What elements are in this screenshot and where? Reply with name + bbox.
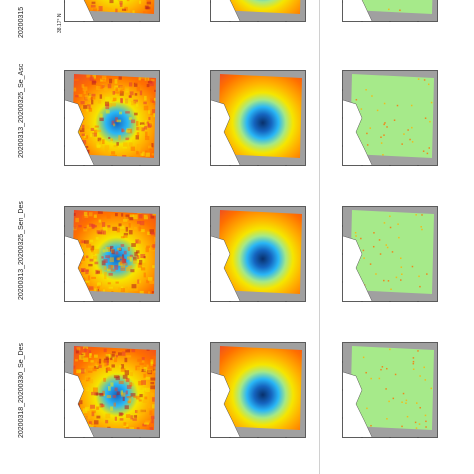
column-divider bbox=[319, 0, 320, 474]
noisy-map-panel bbox=[64, 0, 160, 22]
smooth-map-panel bbox=[210, 70, 306, 166]
residual-map-panel bbox=[342, 0, 438, 22]
row-label-2: 20200313_20200325_Se_Asc bbox=[18, 63, 25, 158]
row-label-3: 20200313_20200325_Sen_Des bbox=[18, 201, 25, 300]
row-label-4: 20200318_20200330_Se_Des bbox=[18, 343, 25, 438]
noisy-map-panel bbox=[64, 342, 160, 438]
smooth-map-panel bbox=[210, 342, 306, 438]
smooth-map-panel bbox=[210, 0, 306, 22]
residual-map-panel bbox=[342, 70, 438, 166]
smooth-map-panel bbox=[210, 206, 306, 302]
noisy-map-panel bbox=[64, 206, 160, 302]
latitude-label: 38.17° N bbox=[57, 13, 63, 33]
residual-map-panel bbox=[342, 342, 438, 438]
noisy-map-panel bbox=[64, 70, 160, 166]
row-label-1: 20200315 bbox=[18, 6, 25, 38]
residual-map-panel bbox=[342, 206, 438, 302]
